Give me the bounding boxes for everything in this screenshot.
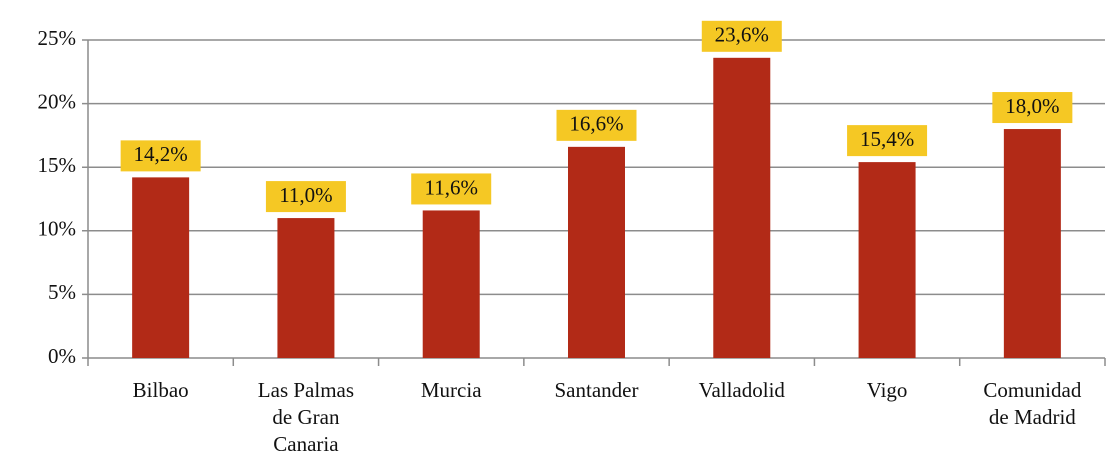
value-label-box: [120, 140, 201, 172]
y-tick-label: 0%: [48, 344, 76, 368]
value-label-box: [556, 109, 637, 141]
value-label-box: [265, 181, 346, 213]
bar: [132, 177, 190, 358]
value-label: 14,2%: [134, 142, 188, 166]
x-tick-label: Vigo: [867, 378, 908, 402]
x-tick-label: Valladolid: [699, 378, 786, 402]
bar: [858, 162, 916, 358]
x-tick-label: Bilbao: [133, 378, 189, 402]
value-label: 23,6%: [715, 23, 769, 47]
bar: [568, 146, 625, 358]
y-tick-label: 20%: [38, 89, 77, 113]
value-label-box: [701, 20, 782, 52]
bar: [422, 210, 480, 358]
y-tick-label: 5%: [48, 280, 76, 304]
x-tick-label: Murcia: [421, 378, 482, 402]
y-tick-label: 15%: [38, 153, 77, 177]
x-tick-label: Las Palmas de Gran Canaria: [258, 378, 354, 456]
value-label: 11,0%: [279, 183, 332, 207]
value-label: 11,6%: [424, 175, 477, 199]
bar: [713, 57, 771, 359]
value-label: 15,4%: [860, 127, 914, 151]
y-tick-label: 25%: [38, 26, 77, 50]
value-label: 18,0%: [1005, 94, 1059, 118]
value-label-box: [847, 125, 928, 157]
x-tick-label: Comunidad de Madrid: [983, 378, 1081, 429]
value-label-box: [411, 173, 492, 205]
bar: [1003, 129, 1061, 358]
value-label-box: [992, 92, 1073, 124]
y-tick-label: 10%: [38, 217, 77, 241]
bar: [277, 218, 335, 358]
x-tick-label: Santander: [555, 378, 639, 402]
value-label: 16,6%: [569, 112, 623, 136]
